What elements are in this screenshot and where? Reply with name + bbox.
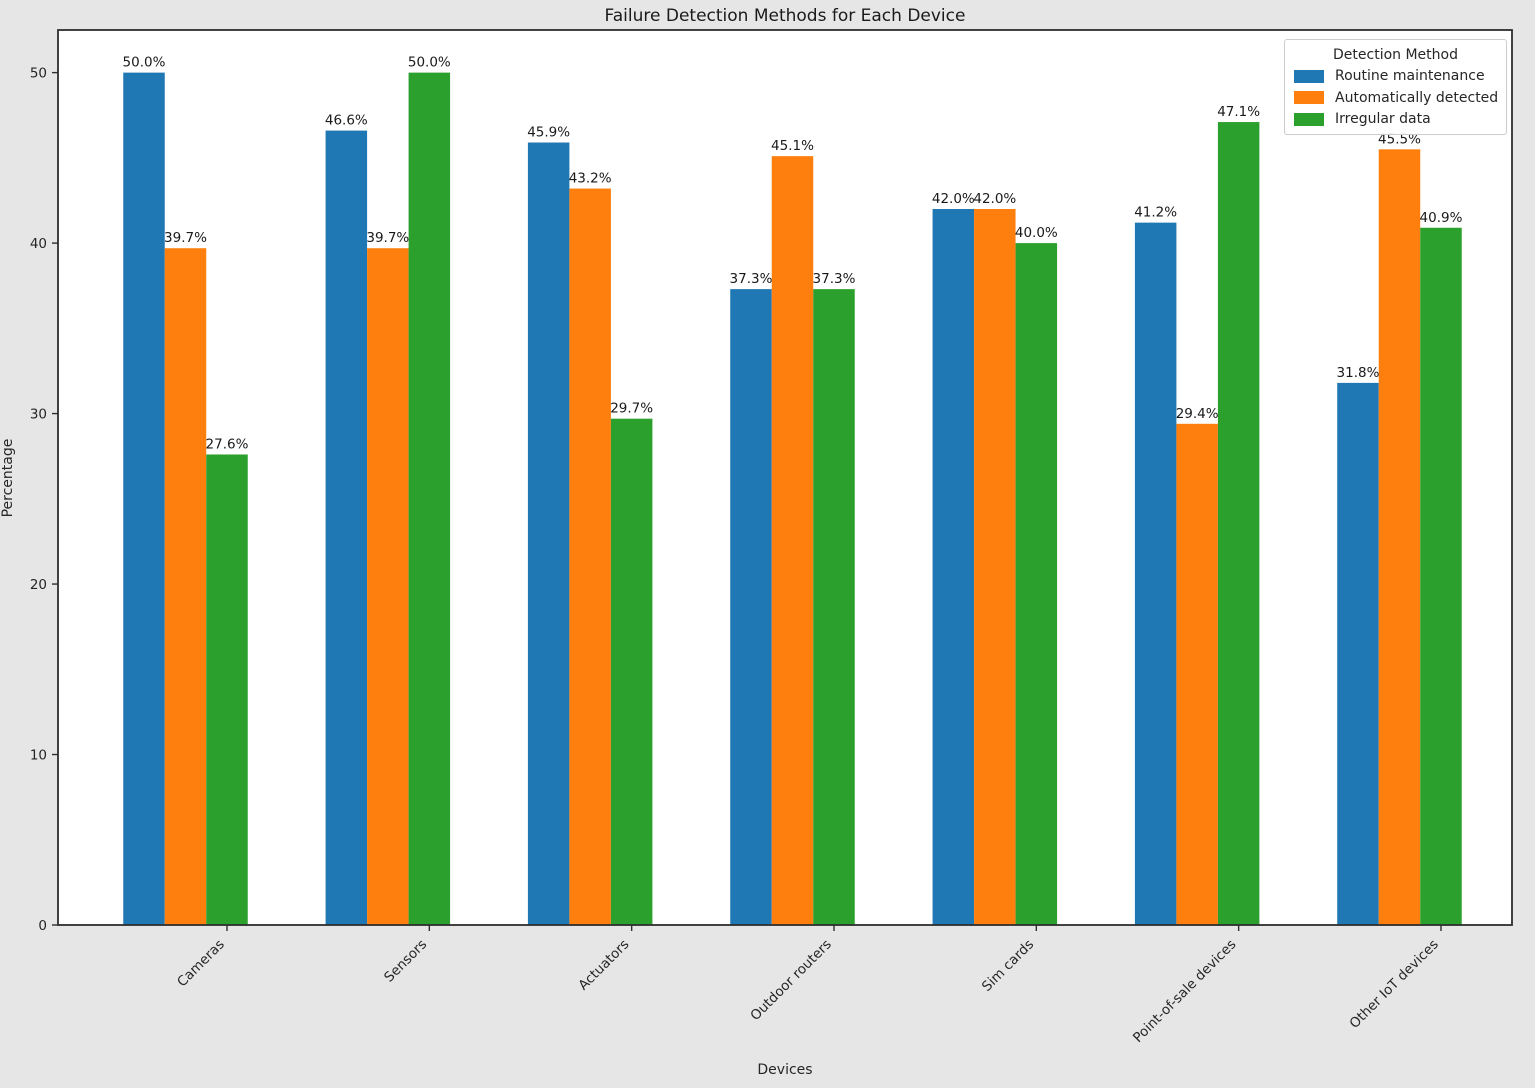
legend-color-patch bbox=[1294, 112, 1324, 126]
bar-automatically-detected bbox=[974, 209, 1016, 925]
bar-value-label: 40.9% bbox=[1420, 210, 1463, 226]
bar-routine-maintenance bbox=[1337, 382, 1379, 925]
bar-automatically-detected bbox=[569, 188, 611, 926]
y-tick-label: 10 bbox=[30, 748, 47, 764]
y-tick-label: 0 bbox=[38, 918, 47, 934]
x-tick-label: Sim cards bbox=[979, 937, 1037, 995]
legend-color-patch bbox=[1294, 69, 1324, 83]
x-tick-label: Other IoT devices bbox=[1347, 937, 1442, 1032]
bar-value-label: 50.0% bbox=[123, 55, 166, 71]
bar-irregular-data bbox=[813, 289, 855, 926]
bar-irregular-data bbox=[1015, 243, 1058, 926]
legend-label: Automatically detected bbox=[1335, 89, 1499, 106]
axes-spines bbox=[57, 29, 1513, 926]
x-tick-label: Actuators bbox=[575, 937, 632, 994]
bar-value-label: 50.0% bbox=[408, 55, 451, 71]
legend-item: Routine maintenance bbox=[1294, 68, 1497, 84]
bar-value-label: 39.7% bbox=[366, 230, 409, 246]
bar-value-label: 31.8% bbox=[1337, 365, 1380, 381]
bar-routine-maintenance bbox=[1134, 222, 1177, 926]
bar-value-label: 27.6% bbox=[206, 436, 249, 452]
bar-value-label: 45.9% bbox=[527, 125, 570, 141]
y-axis-label: Percentage bbox=[0, 438, 16, 518]
legend-item: Irregular data bbox=[1294, 111, 1497, 127]
bar-routine-maintenance bbox=[527, 142, 570, 925]
bar-value-label: 42.0% bbox=[973, 191, 1016, 207]
legend-label: Irregular data bbox=[1335, 111, 1431, 128]
bar-value-label: 37.3% bbox=[813, 271, 856, 287]
bar-value-label: 29.7% bbox=[610, 401, 653, 417]
bar-irregular-data bbox=[206, 454, 248, 925]
chart-title: Failure Detection Methods for Each Devic… bbox=[604, 6, 966, 26]
x-tick-label: Sensors bbox=[381, 937, 430, 986]
bar-value-label: 46.6% bbox=[325, 113, 368, 129]
x-tick-label: Point-of-sale devices bbox=[1130, 937, 1239, 1046]
bar-value-label: 45.5% bbox=[1378, 131, 1421, 147]
bar-value-label: 29.4% bbox=[1176, 406, 1219, 422]
bar-value-label: 43.2% bbox=[569, 171, 612, 187]
bar-value-label: 37.3% bbox=[730, 271, 773, 287]
bar-value-label: 45.1% bbox=[771, 138, 814, 154]
bar-value-label: 40.0% bbox=[1015, 225, 1058, 241]
bar-value-label: 41.2% bbox=[1134, 205, 1177, 221]
y-tick-label: 30 bbox=[30, 407, 47, 423]
x-tick-label: Cameras bbox=[174, 937, 228, 991]
bar-irregular-data bbox=[610, 418, 653, 925]
legend: Detection Method Routine maintenance Auto… bbox=[1284, 39, 1507, 135]
y-tick-label: 40 bbox=[30, 236, 47, 252]
bar-value-label: 47.1% bbox=[1217, 104, 1260, 120]
bar-routine-maintenance bbox=[932, 209, 975, 925]
bar-value-label: 42.0% bbox=[932, 191, 975, 207]
bar-automatically-detected bbox=[164, 248, 207, 925]
bar-routine-maintenance bbox=[123, 72, 165, 926]
legend-label: Routine maintenance bbox=[1335, 68, 1485, 85]
bar-automatically-detected bbox=[367, 248, 409, 925]
bar-irregular-data bbox=[408, 72, 451, 926]
bar-automatically-detected bbox=[1378, 149, 1421, 926]
x-tick-label: Outdoor routers bbox=[747, 937, 834, 1024]
bar-value-label: 39.7% bbox=[164, 230, 207, 246]
bar-automatically-detected bbox=[1176, 423, 1218, 925]
bar-routine-maintenance bbox=[325, 130, 368, 926]
y-tick-label: 50 bbox=[30, 66, 47, 82]
bar-automatically-detected bbox=[771, 156, 814, 926]
legend-item: Automatically detected bbox=[1294, 89, 1499, 106]
bar-irregular-data bbox=[1420, 227, 1462, 925]
x-axis-label: Devices bbox=[757, 1062, 813, 1078]
legend-color-patch bbox=[1294, 91, 1324, 105]
legend-title: Detection Method bbox=[1333, 46, 1458, 63]
bar-routine-maintenance bbox=[730, 289, 772, 926]
y-tick-label: 20 bbox=[30, 577, 47, 593]
bar-irregular-data bbox=[1217, 122, 1260, 926]
